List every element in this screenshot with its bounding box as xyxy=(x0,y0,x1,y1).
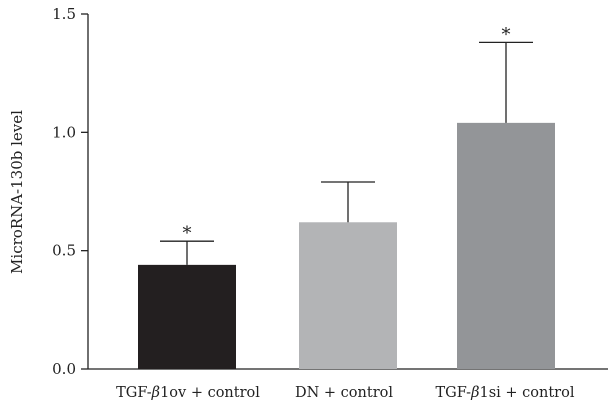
y-tick-label: 1.0 xyxy=(52,123,76,141)
y-tick-label: 0.0 xyxy=(52,360,76,378)
y-ticks: 0.0 0.5 1.0 1.5 xyxy=(52,5,88,378)
significance-asterisk: * xyxy=(183,223,192,244)
y-axis-title: MicroRNA-130b level xyxy=(8,110,26,274)
y-tick-label: 1.5 xyxy=(52,5,76,23)
category-label: TGF-β1si + control xyxy=(436,385,575,401)
bars xyxy=(138,122,555,369)
significance-asterisk: * xyxy=(502,24,511,45)
bar xyxy=(457,122,555,369)
category-label: DN + control xyxy=(295,385,393,401)
y-tick-label: 0.5 xyxy=(52,242,76,260)
significance-markers: ** xyxy=(183,24,511,244)
bar xyxy=(299,222,397,369)
bar xyxy=(138,264,236,369)
category-label: TGF-β1ov + control xyxy=(116,385,260,401)
error-bars xyxy=(160,41,533,265)
category-labels: TGF-β1ov + control DN + control TGF-β1si +… xyxy=(116,385,575,401)
